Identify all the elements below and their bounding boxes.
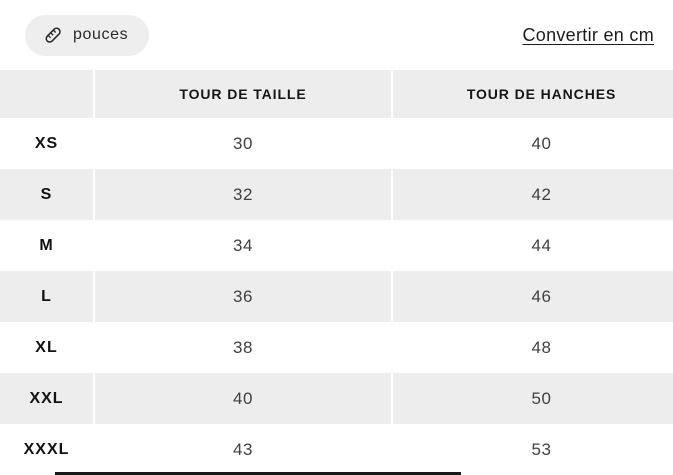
table-row: L 36 46 — [0, 271, 673, 322]
table-row: XS 30 40 — [0, 118, 673, 169]
partial-bottom-element — [55, 472, 461, 475]
waist-cell: 34 — [93, 220, 392, 271]
hips-cell: 53 — [391, 424, 673, 475]
hips-cell: 48 — [391, 322, 673, 373]
table-row: S 32 42 — [0, 169, 673, 220]
size-cell: L — [41, 287, 52, 305]
waist-cell: 32 — [93, 169, 392, 220]
column-header-hips: TOUR DE HANCHES — [391, 70, 673, 118]
size-cell: XS — [34, 134, 59, 152]
waist-cell: 30 — [93, 118, 392, 169]
table-row: XXL 40 50 — [0, 373, 673, 424]
hips-cell: 46 — [391, 271, 673, 322]
table-row: XL 38 48 — [0, 322, 673, 373]
size-cell: XL — [35, 338, 58, 356]
waist-cell: 40 — [93, 373, 392, 424]
unit-toolbar: pouces Convertir en cm — [0, 0, 673, 70]
size-cell: S — [40, 185, 53, 203]
hips-cell: 44 — [391, 220, 673, 271]
unit-toggle-button[interactable]: pouces — [25, 14, 150, 56]
size-cell: XXXL — [23, 440, 70, 458]
waist-cell: 36 — [93, 271, 392, 322]
hips-cell: 50 — [391, 373, 673, 424]
convert-to-cm-link[interactable]: Convertir en cm — [522, 24, 654, 45]
unit-toggle-label: pouces — [73, 26, 129, 43]
table-header-row: TOUR DE TAILLE TOUR DE HANCHES — [0, 70, 673, 118]
size-table: TOUR DE TAILLE TOUR DE HANCHES XS 30 40 … — [0, 70, 673, 475]
size-cell: M — [39, 236, 54, 254]
hips-cell: 42 — [391, 169, 673, 220]
column-header-size — [0, 70, 94, 118]
waist-cell: 43 — [93, 424, 392, 475]
table-row: XXXL 43 53 — [0, 424, 673, 475]
hips-cell: 40 — [391, 118, 673, 169]
waist-cell: 38 — [93, 322, 392, 373]
ruler-icon — [42, 24, 64, 46]
table-row: M 34 44 — [0, 220, 673, 271]
column-header-waist: TOUR DE TAILLE — [93, 70, 392, 118]
size-cell: XXL — [29, 389, 64, 407]
size-table-container: TOUR DE TAILLE TOUR DE HANCHES XS 30 40 … — [0, 70, 673, 475]
